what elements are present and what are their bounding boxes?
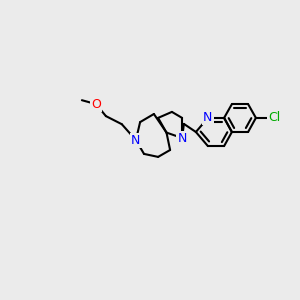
- Text: O: O: [91, 98, 101, 111]
- Text: Cl: Cl: [268, 111, 280, 124]
- Text: N: N: [203, 111, 213, 124]
- Text: N: N: [177, 131, 187, 145]
- Text: N: N: [131, 134, 141, 147]
